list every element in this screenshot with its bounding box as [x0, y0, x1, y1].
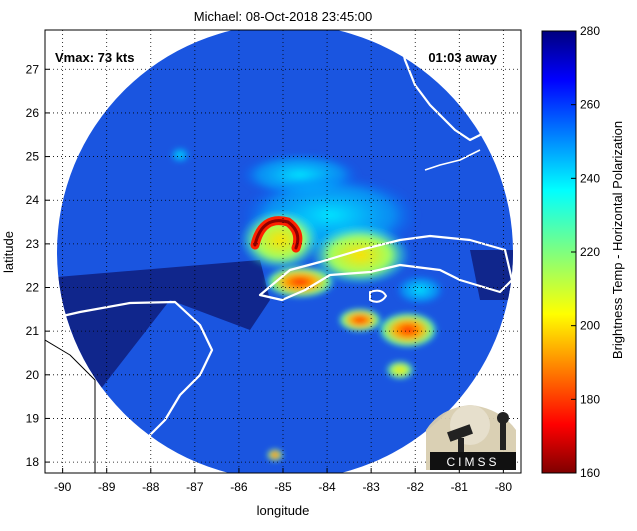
vmax-annotation: Vmax: 73 kts: [55, 50, 135, 65]
x-tick-label: -80: [495, 480, 513, 494]
y-tick-label: 25: [26, 150, 40, 164]
cimss-logo: CIMSS: [426, 405, 516, 470]
logo-text: CIMSS: [446, 455, 499, 469]
coastline-yucatan-black: [45, 339, 96, 473]
colorbar-label: Brightness Temp - Horizontal Polarizatio…: [610, 121, 625, 359]
colorbar-ticks: 160 180 200 220 240 260 280: [571, 24, 600, 480]
time-away-annotation: 01:03 away: [428, 50, 497, 65]
colorbar-tick-label: 260: [580, 98, 600, 112]
florida-keys: [424, 149, 481, 171]
coastline-yucatan: [45, 300, 214, 471]
colorbar-tick-label: 160: [580, 466, 600, 480]
coastlines: [45, 30, 514, 473]
colorbar: [541, 30, 577, 474]
colorbar-tick-label: 240: [580, 171, 600, 185]
x-tick-label: -89: [98, 480, 116, 494]
x-axis-label: longitude: [257, 503, 310, 518]
colorbar-tick-label: 220: [580, 245, 600, 259]
y-tick-label: 19: [26, 411, 40, 425]
y-tick-label: 23: [26, 237, 40, 251]
y-tick-label: 26: [26, 106, 40, 120]
x-tick-label: -87: [186, 480, 204, 494]
x-axis-ticks: -90 -89 -88 -87 -86 -85 -84 -83 -82 -81 -80: [54, 468, 512, 494]
x-tick-label: -84: [318, 480, 336, 494]
colorbar-tick-label: 280: [580, 24, 600, 38]
coastline-florida: [396, 30, 494, 142]
isla-juventud: [369, 289, 387, 303]
y-tick-label: 24: [26, 193, 40, 207]
colorbar-tick-label: 180: [580, 392, 600, 406]
y-tick-label: 22: [26, 281, 40, 295]
microwave-swath: [57, 30, 513, 473]
y-axis-label: latitude: [1, 231, 16, 273]
y-tick-label: 18: [26, 455, 40, 469]
y-tick-label: 21: [26, 324, 40, 338]
y-tick-label: 20: [26, 368, 40, 382]
x-tick-label: -83: [362, 480, 380, 494]
dark-region-west: [57, 260, 270, 395]
x-tick-label: -90: [54, 480, 72, 494]
x-tick-label: -85: [274, 480, 292, 494]
chart-title: Michael: 08-Oct-2018 23:45:00: [194, 9, 373, 24]
y-axis-ticks: 18 19 20 21 22 23 24 25 26 27: [26, 62, 50, 469]
x-tick-label: -81: [451, 480, 469, 494]
coastline-cuba: [258, 234, 514, 302]
x-tick-label: -86: [230, 480, 248, 494]
y-tick-label: 27: [26, 62, 40, 76]
x-tick-label: -88: [142, 480, 160, 494]
x-tick-label: -82: [407, 480, 425, 494]
colorbar-tick-label: 200: [580, 319, 600, 333]
